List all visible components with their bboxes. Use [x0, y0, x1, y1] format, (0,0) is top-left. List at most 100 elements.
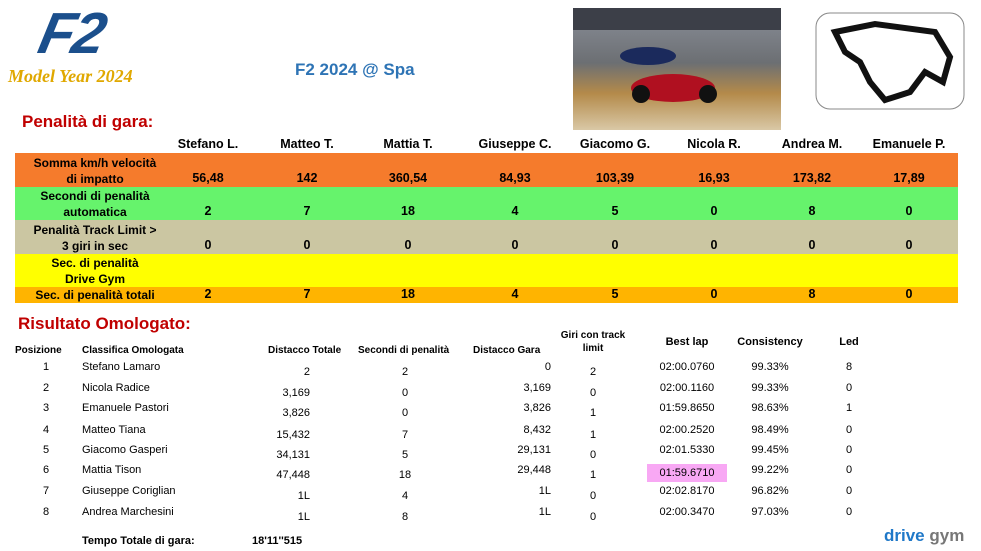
result-cell: 98.49% [751, 424, 789, 436]
result-cell: 29,448 [517, 464, 551, 476]
penalty-value: 0 [905, 238, 913, 252]
result-cell: Nicola Radice [82, 382, 150, 394]
result-cell: Matteo Tiana [82, 424, 146, 436]
result-cell: Emanuele Pastori [82, 402, 169, 414]
penalty-row [15, 153, 958, 187]
column-header: Led [839, 336, 859, 348]
result-cell: 4 [42, 424, 50, 436]
penalty-value: 2 [204, 287, 212, 301]
penalty-value: 56,48 [192, 171, 224, 185]
result-cell: Andrea Marchesini [82, 506, 174, 518]
column-header: Distacco Totale [268, 345, 342, 356]
result-cell: 1 [589, 407, 597, 419]
penalty-value: 5 [611, 287, 619, 301]
result-cell: Giacomo Gasperi [82, 444, 168, 456]
result-cell: 99.33% [751, 361, 789, 373]
result-cell: 15,432 [276, 429, 310, 441]
result-cell: 99.45% [751, 444, 789, 456]
result-cell: 47,448 [276, 469, 310, 481]
driver-header: Giuseppe C. [478, 137, 552, 151]
result-cell: 5 [42, 444, 50, 456]
driver-header: Emanuele P. [872, 137, 946, 151]
section-title: Risultato Omologato: [18, 314, 191, 333]
penalty-value: 7 [303, 204, 311, 218]
result-cell: 1 [42, 361, 50, 373]
result-cell: 0 [401, 407, 409, 419]
column-header: Distacco Gara [473, 345, 541, 356]
result-cell: 2 [589, 366, 597, 378]
result-cell: 0 [544, 361, 551, 373]
row-label: Secondi di penalità [40, 189, 150, 203]
penalty-value: 8 [808, 204, 816, 218]
result-cell: 0 [845, 382, 853, 394]
penalty-value: 0 [905, 287, 913, 301]
result-cell: 0 [589, 511, 597, 523]
result-cell: 8,432 [523, 424, 551, 436]
result-cell: 0 [589, 387, 597, 399]
penalty-value: 0 [303, 238, 311, 252]
driver-header: Mattia T. [383, 137, 433, 151]
result-cell: 0 [845, 485, 853, 497]
result-cell: 99.22% [751, 464, 789, 476]
row-label: Penalità Track Limit > [33, 223, 157, 237]
penalty-value: 360,54 [388, 171, 428, 185]
result-cell: 01:59.6710 [647, 464, 727, 482]
driver-header: Stefano L. [177, 137, 239, 151]
result-cell: 02:00.2520 [659, 424, 715, 436]
penalty-value: 103,39 [595, 171, 635, 185]
column-header: Giri con track [560, 330, 626, 341]
result-cell: 4 [401, 490, 409, 502]
driver-header: Matteo T. [280, 137, 334, 151]
penalty-value: 0 [710, 238, 718, 252]
brand-word: gym [929, 526, 965, 545]
penalty-value: 142 [296, 171, 318, 185]
result-cell: 02:01.5330 [659, 444, 715, 456]
driver-header: Giacomo G. [579, 137, 651, 151]
penalty-value: 173,82 [792, 171, 832, 185]
brand-word: drive [884, 526, 925, 545]
penalty-value: 0 [710, 287, 718, 301]
column-header: Classifica Omologata [82, 345, 184, 356]
page-title: F2 2024 @ Spa [295, 60, 415, 79]
result-cell: 3,169 [282, 387, 310, 399]
row-label: automatica [63, 205, 127, 219]
result-cell: 02:00.3470 [659, 506, 715, 518]
result-cell: 0 [845, 506, 853, 518]
result-cell: 96.82% [751, 485, 789, 497]
penalty-value: 0 [808, 238, 816, 252]
penalty-value: 5 [611, 204, 619, 218]
result-cell: 1L [538, 485, 551, 497]
result-cell: 1 [589, 429, 597, 441]
result-cell: 7 [401, 429, 409, 441]
result-cell: 3,826 [523, 402, 551, 414]
result-cell: 3,169 [523, 382, 551, 394]
logo-subtitle: Model Year 2024 [8, 66, 133, 86]
penalty-row [15, 187, 958, 220]
driver-header: Andrea M. [781, 137, 843, 151]
car-photo [573, 8, 781, 130]
row-label: Somma km/h velocità [33, 156, 157, 170]
result-cell: 97.03% [751, 506, 789, 518]
result-cell: 18 [398, 469, 412, 481]
row-label: Sec. di penalità totali [35, 288, 155, 302]
penalty-value: 84,93 [499, 171, 531, 185]
result-cell: 29,131 [517, 444, 551, 456]
column-header: Posizione [15, 345, 62, 356]
result-cell: 1L [297, 511, 310, 523]
penalty-value: 0 [710, 204, 718, 218]
penalty-value: 0 [611, 238, 619, 252]
result-cell: 2 [303, 366, 310, 378]
result-cell: 34,131 [276, 449, 310, 461]
total-value: 18'11''515 [252, 535, 303, 547]
track-map [815, 12, 965, 110]
penalty-value: 18 [401, 287, 415, 301]
result-cell: 0 [845, 424, 853, 436]
result-cell: 1 [845, 402, 853, 414]
result-cell: Mattia Tison [82, 464, 142, 476]
penalty-value: 16,93 [698, 171, 730, 185]
penalty-row [15, 287, 958, 303]
logo: F2 [33, 1, 111, 66]
result-cell: 7 [42, 485, 50, 497]
result-cell: 8 [401, 511, 409, 523]
